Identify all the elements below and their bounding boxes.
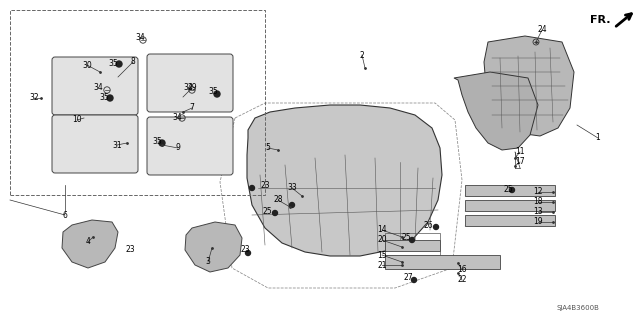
Text: 13: 13 — [533, 207, 543, 217]
Circle shape — [116, 61, 122, 67]
Text: FR.: FR. — [589, 15, 611, 25]
Bar — [385, 240, 440, 251]
Text: 34: 34 — [93, 83, 103, 92]
FancyBboxPatch shape — [147, 54, 233, 112]
Polygon shape — [185, 222, 242, 272]
Text: 25: 25 — [262, 207, 272, 217]
Text: 26: 26 — [423, 220, 433, 229]
Circle shape — [433, 225, 438, 229]
Text: 6: 6 — [63, 211, 67, 219]
Text: 27: 27 — [403, 273, 413, 283]
Text: 25: 25 — [401, 234, 411, 242]
Text: 33: 33 — [287, 183, 297, 192]
Text: 15: 15 — [377, 250, 387, 259]
Text: 32: 32 — [29, 93, 39, 102]
Text: 4: 4 — [86, 238, 90, 247]
Text: 9: 9 — [175, 144, 180, 152]
Text: 28: 28 — [273, 196, 283, 204]
Bar — [465, 185, 555, 196]
Bar — [385, 255, 500, 269]
Circle shape — [159, 140, 165, 146]
Text: 2: 2 — [360, 50, 364, 60]
Text: 5: 5 — [266, 144, 271, 152]
Text: 14: 14 — [377, 226, 387, 234]
Text: 7: 7 — [189, 103, 195, 113]
Text: 25: 25 — [503, 186, 513, 195]
Bar — [10, 10, 265, 195]
Text: 10: 10 — [72, 115, 82, 124]
Text: 35: 35 — [152, 137, 162, 146]
Text: 34: 34 — [135, 33, 145, 42]
Text: 23: 23 — [260, 181, 270, 189]
Text: 16: 16 — [457, 265, 467, 275]
Polygon shape — [484, 36, 574, 136]
Text: 19: 19 — [533, 218, 543, 226]
Circle shape — [289, 203, 294, 207]
Text: 11: 11 — [515, 147, 525, 157]
Circle shape — [412, 278, 417, 283]
Circle shape — [273, 211, 278, 216]
Text: 18: 18 — [533, 197, 543, 206]
Text: 12: 12 — [533, 188, 543, 197]
Text: 31: 31 — [112, 140, 122, 150]
Circle shape — [246, 250, 250, 256]
Bar — [465, 215, 555, 226]
Circle shape — [107, 95, 113, 101]
Text: 3: 3 — [205, 257, 211, 266]
Text: 22: 22 — [457, 276, 467, 285]
Polygon shape — [62, 220, 118, 268]
Bar — [465, 200, 555, 211]
Text: 29: 29 — [187, 84, 197, 93]
Text: 17: 17 — [515, 158, 525, 167]
Text: 30: 30 — [82, 61, 92, 70]
Text: 21: 21 — [377, 261, 387, 270]
Circle shape — [214, 91, 220, 97]
FancyBboxPatch shape — [52, 115, 138, 173]
Text: 23: 23 — [125, 246, 135, 255]
Text: 35: 35 — [99, 93, 109, 101]
FancyBboxPatch shape — [147, 117, 233, 175]
Text: 35: 35 — [208, 87, 218, 97]
Text: SJA4B3600B: SJA4B3600B — [557, 305, 600, 311]
Circle shape — [410, 238, 415, 242]
FancyBboxPatch shape — [52, 57, 138, 115]
Text: 8: 8 — [131, 57, 136, 66]
Text: 34: 34 — [183, 83, 193, 92]
Bar — [385, 233, 440, 255]
Polygon shape — [454, 72, 538, 150]
Text: 20: 20 — [377, 235, 387, 244]
Text: 23: 23 — [240, 246, 250, 255]
Circle shape — [250, 186, 255, 190]
Polygon shape — [247, 105, 442, 256]
Text: 24: 24 — [537, 26, 547, 34]
Text: 34: 34 — [172, 113, 182, 122]
Text: 35: 35 — [108, 58, 118, 68]
Circle shape — [509, 188, 515, 192]
Text: 1: 1 — [596, 133, 600, 143]
